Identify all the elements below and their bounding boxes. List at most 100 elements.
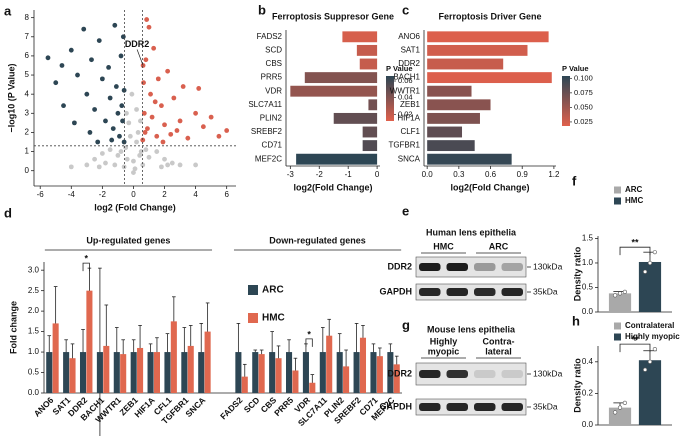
point [140,162,146,168]
bar [638,360,662,425]
bar [427,44,528,56]
category-label: PRR5 [261,73,283,82]
point [53,80,59,86]
lane-label: lateral [485,346,512,356]
y-tick-label: 0.5 [28,368,40,377]
point [140,63,146,68]
bar [359,337,367,393]
bar [333,112,378,124]
point [177,118,183,124]
category-label: SCD [265,46,282,55]
point [134,139,139,145]
blot-band [446,288,468,296]
bar [181,352,188,393]
point [124,156,130,162]
point [169,160,175,166]
x-tick-label: 0 [375,170,380,179]
point [115,152,121,158]
data-point [613,410,618,415]
blot-band [446,370,468,378]
significance-label: ** [631,335,639,345]
bar [326,335,333,393]
bar [343,366,350,393]
x-tick-label: -2 [99,190,107,199]
y-tick-label: 1 [25,147,30,156]
bar [359,58,378,70]
category-label: BACH1 [393,73,420,82]
bar [113,352,120,393]
legend-swatch [614,333,621,341]
bar [290,85,378,97]
point [99,76,105,82]
y-tick-label: 6 [25,51,30,60]
row-label: GAPDH [379,286,412,296]
y-axis-label: Density ratio [572,246,582,301]
x-tick-label: 0.3 [453,170,465,179]
blot-band [419,263,441,271]
x-tick-label: 0.9 [517,170,529,179]
bar [275,358,282,393]
lane-label: Highly [430,336,458,346]
y-tick-label: 3 [25,108,30,117]
category-label: SAT1 [401,46,421,55]
point [112,162,118,168]
y-tick-label: 4 [25,89,30,98]
blot-band [501,288,523,296]
blot-strip [415,283,527,301]
point [129,91,135,97]
bar [86,290,93,393]
panel-label: f [572,173,577,188]
chart-title: Ferroptosis Driver Gene [438,11,541,21]
point [96,164,102,170]
panel-label: e [402,203,409,218]
bar [427,112,480,124]
y-tick-label: 1.0 [582,258,594,267]
y-axis-label: Fold change [8,301,18,354]
blot-band [474,370,496,378]
point [168,131,174,137]
y-tick-label: 5 [25,70,30,79]
category-label: HIF1A [397,114,420,123]
point [208,114,214,120]
annotation: DDR2 [125,39,150,49]
group-label: Up-regulated genes [86,235,170,245]
y-tick-label: 1.5 [28,327,40,336]
bar [309,382,316,393]
y-tick-label: 0.0 [28,388,40,397]
blot-band [501,403,523,411]
y-axis-label: −log10 (P Value) [6,63,16,132]
y-tick-label: 3.0 [28,265,40,274]
y-tick-label: 0.2 [582,389,594,398]
point [151,45,157,51]
panel-label: g [402,317,410,332]
point [103,160,108,166]
point [134,107,139,112]
bar [362,140,378,152]
colorbar-title: P Value [562,64,589,73]
bar [427,85,472,97]
legend-label: HMC [262,313,285,324]
point [144,17,150,22]
x-tick-label: -1 [345,170,353,179]
point [61,103,66,109]
category-label: VDR [265,86,282,95]
bar [286,352,293,393]
point [75,72,80,78]
panel-label: h [572,313,580,328]
significance-bracket [82,262,90,272]
point [109,137,115,143]
x-tick-label: PRR5 [272,395,295,418]
category-label: SREBF2 [251,127,283,136]
category-label: SLC7A11 [248,100,282,109]
panel-label: b [258,2,266,17]
data-point [622,289,627,294]
data-point [652,250,657,255]
blot-strip [415,398,527,416]
data-point [647,260,653,266]
category-label: CBS [266,59,282,68]
point [141,80,146,86]
bar [164,352,171,393]
y-axis-label: Density ratio [572,358,582,413]
panel-label: a [4,3,12,18]
y-tick-label: 2.5 [28,286,40,295]
